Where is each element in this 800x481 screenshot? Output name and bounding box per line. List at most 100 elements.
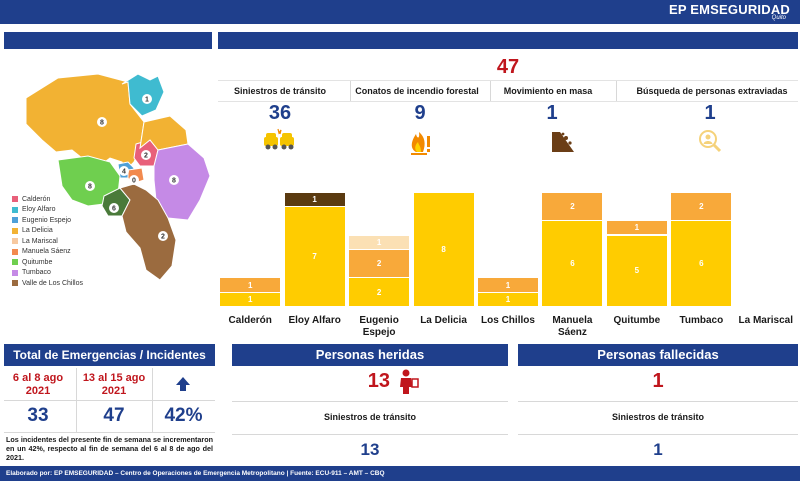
injured-person-icon [400,369,419,394]
bar-segment: 5 [606,235,667,306]
category-label-landslide: Movimiento en masa [503,86,593,96]
legend-item: Eloy Alfaro [12,205,83,216]
category-row: Siniestros de tránsito Conatos de incend… [218,80,798,102]
summary-header-bar [218,32,798,49]
map-label-2: 8 [100,120,104,127]
legend-label: Tumbaco [22,269,51,277]
category-label-traffic: Siniestros de tránsito [233,86,327,96]
bar-segment: 6 [671,221,732,306]
legend-item: La Mariscal [12,236,83,247]
footer-credits: Elaborado por: EP EMSEGURIDAD – Centro d… [0,466,800,481]
map-label-5: 0 [132,178,136,185]
map-label-7: 8 [172,178,176,185]
legend-label: Eugenio Espejo [22,216,72,224]
period1-value: 33 [27,405,49,426]
legend-label: Eloy Alfaro [22,206,56,214]
bar-segment: 2 [349,249,410,278]
x-tick-label: Los Chillos [481,315,535,326]
legend-swatch [12,259,18,266]
brand-tagline: Quito [771,15,786,21]
legend-label: Valle de Los Chillos [22,279,83,287]
period2-label: 13 al 15 ago 2021 [82,372,146,397]
x-tick-label: Eloy Alfaro [288,315,341,326]
legend-swatch [12,196,18,203]
total-incidents: 47 [496,56,520,78]
bar-segment: 1 [478,278,538,292]
deceased-cause-value: 1 [653,440,663,459]
legend-item: Eugenio Espejo [12,215,83,226]
fire-icon [411,132,430,155]
map-label-4: 4 [122,169,126,176]
legend-label: Calderón [22,195,51,203]
landslide-icon [552,132,574,152]
deceased-title: Personas fallecidas [518,344,798,366]
stacked-bar-chart: 1 1 Calderón 7 1 Eloy Alfaro 2 2 1 Eugenio Espejo… [218,150,798,340]
comparison-note: Los incidentes del presente fin de seman… [6,435,213,462]
legend-label: La Delicia [22,227,53,235]
x-tick-label: La Delicia [420,315,467,326]
period2-value: 47 [103,405,125,426]
map-header-bar [4,32,212,49]
bar-segment: 7 [284,206,345,306]
category-value-traffic: 36 [268,102,292,124]
category-label-fire: Conatos de incendio forestal [355,86,479,96]
bar-segment: 6 [542,221,603,306]
bar-segment: 1 [349,235,410,249]
bar-segment: 1 [478,292,538,306]
legend-item: Tumbaco [12,268,83,279]
deceased-total: 1 [652,370,664,392]
legend-label: La Mariscal [22,237,58,245]
bar-segment: 1 [220,278,281,292]
map-legend: Calderón Eloy Alfaro Eugenio Espejo La Deli… [12,194,83,289]
x-tick-label: Eugenio Espejo [359,315,399,338]
bar-segment: 1 [606,221,667,235]
injured-total: 13 [367,370,390,392]
bar-segment: 2 [671,192,732,221]
bar-segment: 2 [349,278,410,306]
map-label-6: 8 [88,184,92,191]
top-banner [0,0,800,24]
deceased-cause: Siniestros de tránsito [611,412,705,422]
map-label-9: 2 [161,234,165,241]
legend-swatch [12,238,18,245]
arrow-up-icon [176,377,190,391]
legend-item: Manuela Sáenz [12,247,83,258]
legend-swatch [12,206,18,213]
bar-segment: 2 [542,192,603,221]
period1-label: 6 al 8 ago 2021 [12,372,64,397]
legend-label: Manuela Sáenz [22,248,71,256]
bar-segment: 1 [220,292,281,306]
x-tick-label: La Mariscal [738,315,793,326]
x-tick-label: Quitumbe [613,315,661,326]
category-label-search: Búsqueda de personas extraviadas [636,86,788,96]
map-label-8: 6 [112,206,116,213]
legend-item: Quitumbe [12,257,83,268]
map-label-1: 1 [145,97,149,104]
brand-logo: EP EMSEGURIDAD [668,2,790,17]
legend-swatch [12,248,18,255]
legend-swatch [12,269,18,276]
x-tick-label: Manuela Sáenz [552,315,593,338]
category-value-fire: 9 [414,102,426,124]
category-value-search: 1 [704,102,716,124]
legend-swatch [12,217,18,224]
legend-swatch [12,280,18,287]
change-percent: 42% [164,405,203,426]
car-crash-icon [264,128,294,150]
injured-title: Personas heridas [232,344,508,366]
injured-cause-value: 13 [360,440,380,459]
legend-item: La Delicia [12,226,83,237]
map-label-3: 2 [144,153,148,160]
category-value-landslide: 1 [546,102,558,124]
bar-segment: 1 [284,192,345,206]
legend-label: Quitumbe [22,258,53,266]
bar-segment: 8 [413,192,474,306]
district-map: 1 8 2 4 0 8 8 6 2 [25,73,211,281]
x-tick-label: Calderón [228,315,272,326]
x-tick-label: Tumbaco [679,315,724,326]
search-person-icon [699,130,722,153]
injured-cause: Siniestros de tránsito [323,412,417,422]
totals-title: Total de Emergencias / Incidentes [4,344,215,366]
legend-swatch [12,227,18,234]
legend-item: Calderón [12,194,83,205]
